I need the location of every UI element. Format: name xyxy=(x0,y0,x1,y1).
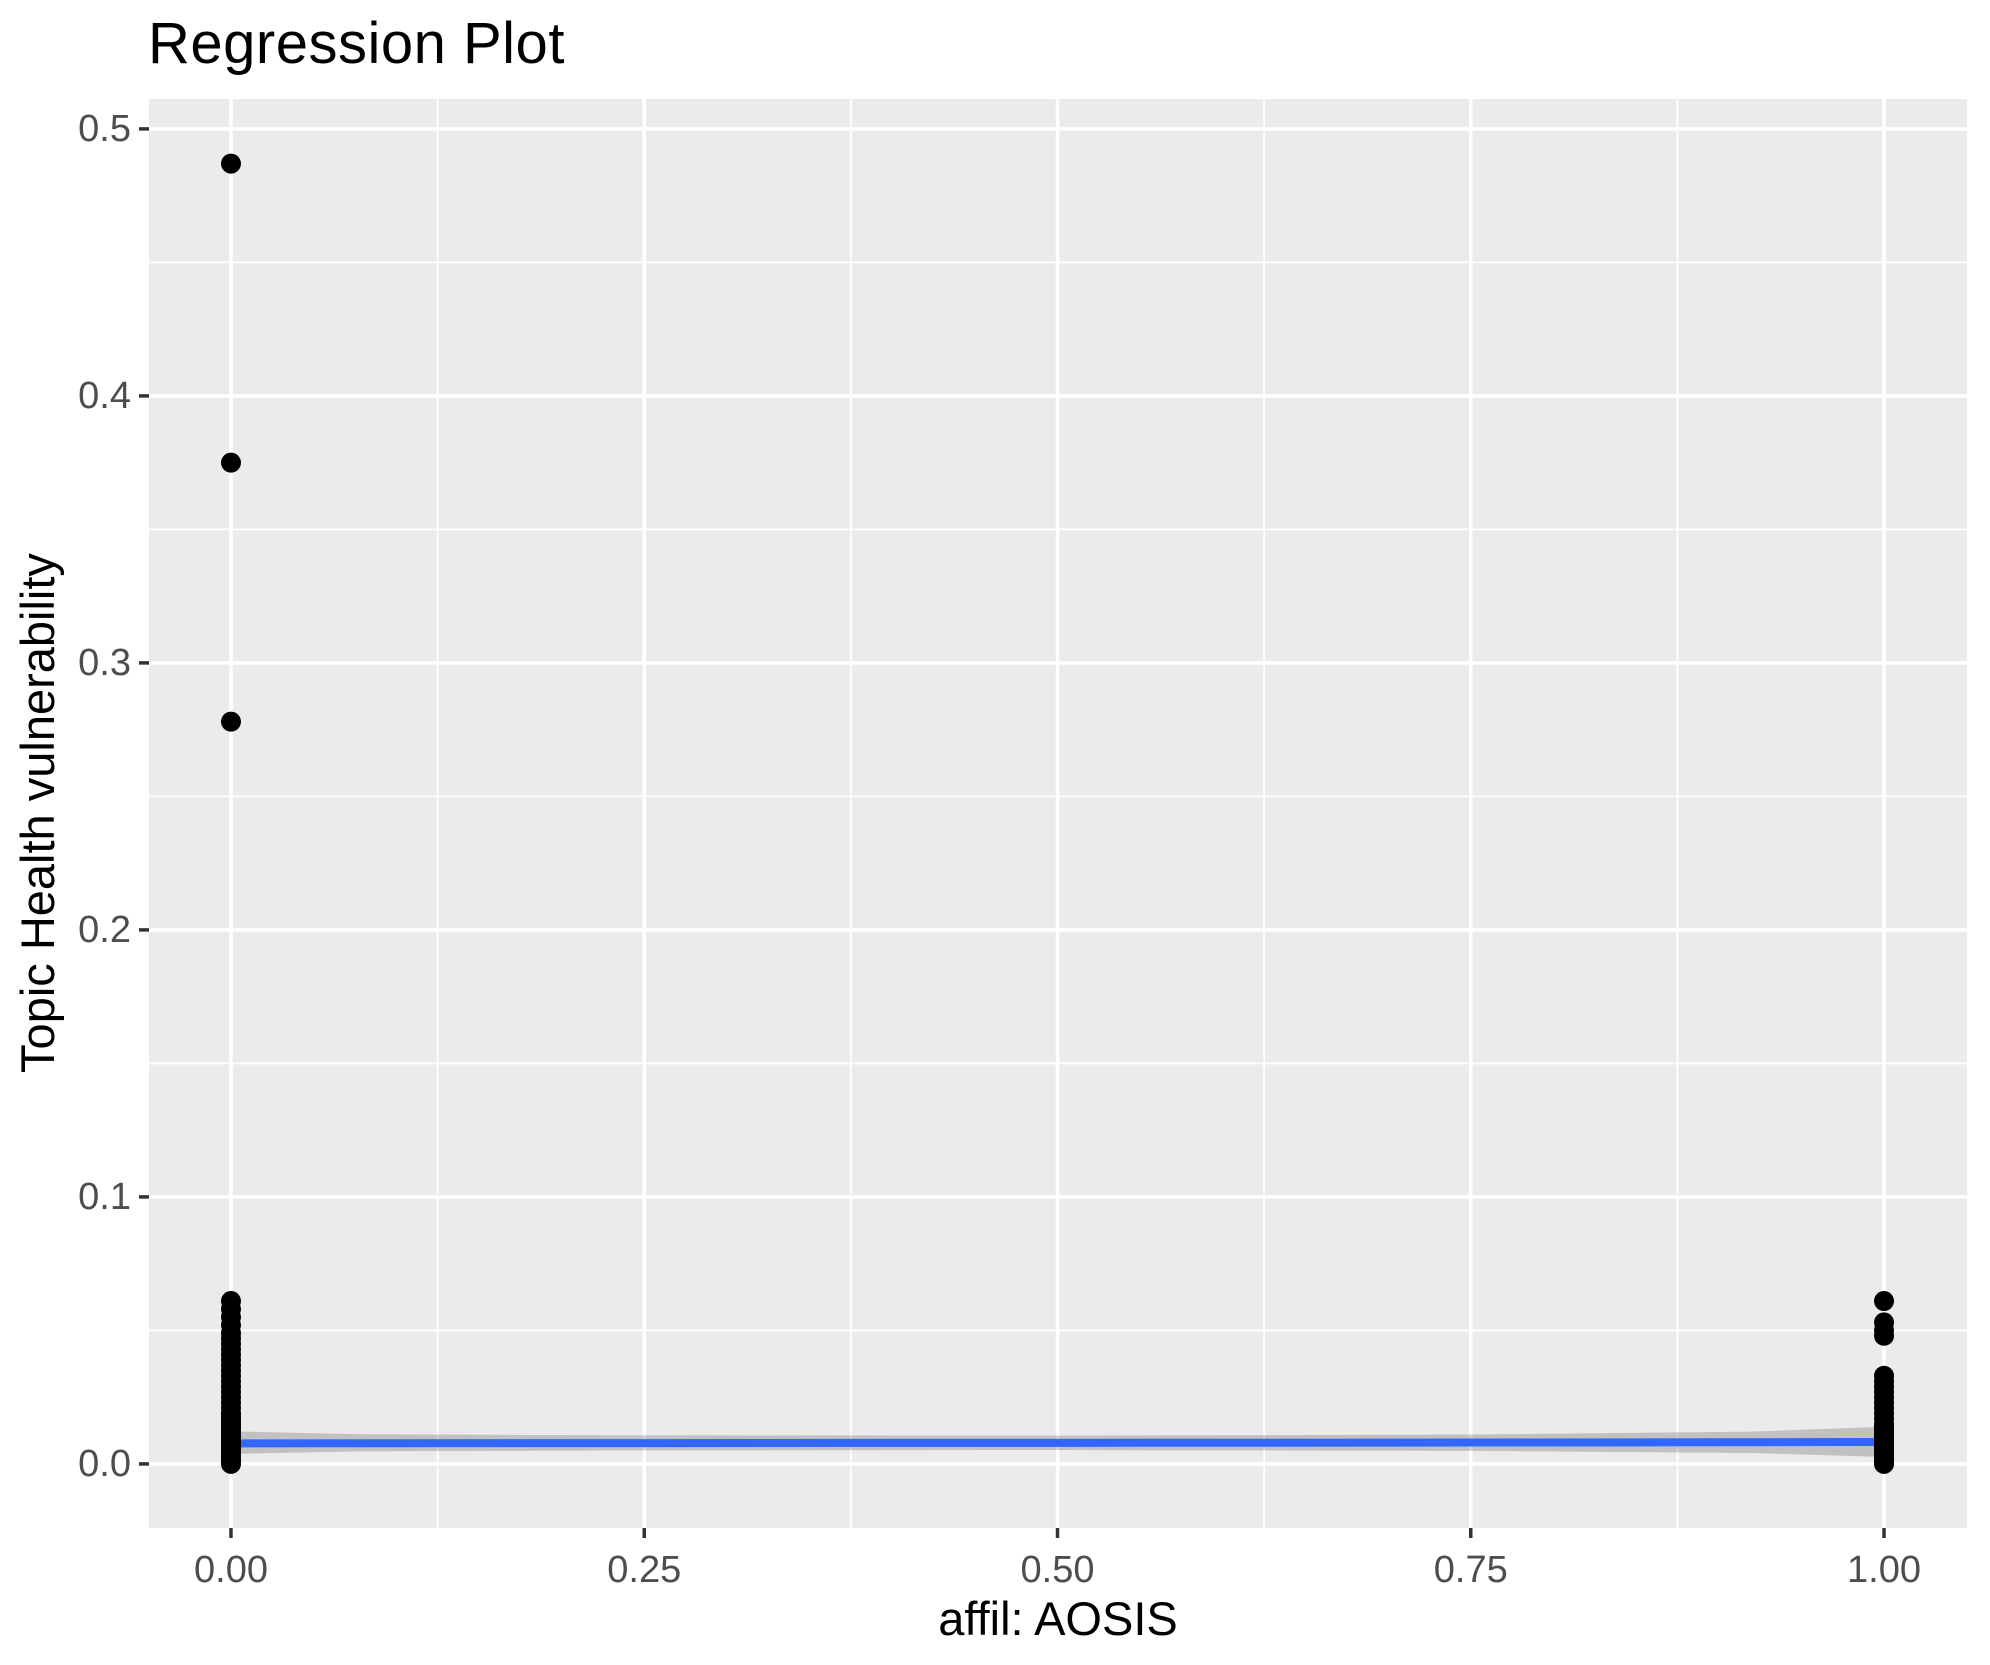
y-tick-label: 0.2 xyxy=(78,908,131,951)
data-point xyxy=(1874,1291,1895,1312)
y-tick-label: 0.5 xyxy=(78,107,131,150)
x-tick-label: 1.00 xyxy=(1847,1549,1921,1591)
data-point xyxy=(220,153,241,174)
plot-title: Regression Plot xyxy=(148,11,565,76)
major-gridlines xyxy=(149,99,1967,1528)
data-point xyxy=(1874,1325,1895,1346)
x-tick-label: 0.75 xyxy=(1433,1549,1508,1591)
y-tick-label: 0.3 xyxy=(78,641,131,684)
x-axis-title: affil: AOSIS xyxy=(938,1592,1178,1645)
y-tick-label: 0.4 xyxy=(78,374,131,417)
data-point xyxy=(1874,1453,1895,1474)
data-point xyxy=(220,711,241,732)
x-tick-label: 0.00 xyxy=(194,1549,268,1591)
x-tick-label: 0.25 xyxy=(607,1549,682,1591)
regression-line xyxy=(230,1438,1885,1448)
y-tick-label: 0.0 xyxy=(78,1442,131,1485)
data-point xyxy=(220,1453,241,1474)
axis-tick-marks xyxy=(139,127,1886,1538)
x-tick-label: 0.50 xyxy=(1020,1549,1095,1591)
data-points xyxy=(220,153,1895,1474)
data-point xyxy=(220,452,241,473)
y-tick-label: 0.1 xyxy=(78,1175,131,1218)
